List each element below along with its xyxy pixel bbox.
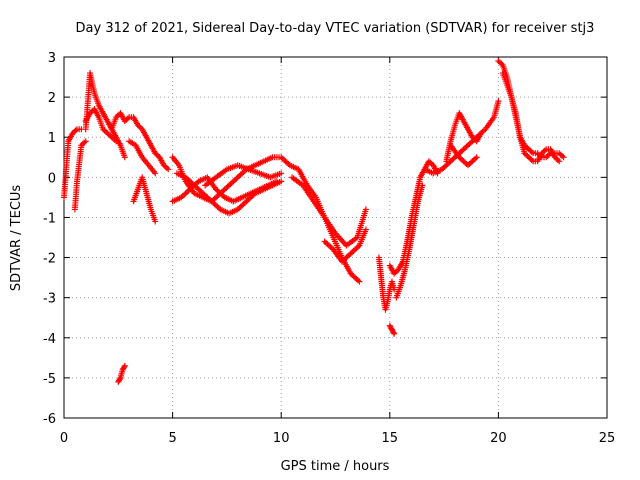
data-point bbox=[116, 376, 123, 383]
y-tick-label: -2 bbox=[43, 252, 56, 267]
x-axis-label: GPS time / hours bbox=[281, 459, 390, 474]
y-tick-label: 3 bbox=[48, 51, 56, 66]
y-tick-label: -6 bbox=[43, 412, 56, 427]
x-tick-label: 20 bbox=[490, 431, 507, 446]
x-tick-label: 0 bbox=[60, 431, 68, 446]
y-tick-label: 1 bbox=[48, 131, 56, 146]
data-point bbox=[121, 154, 128, 161]
data-point bbox=[391, 286, 398, 293]
y-tick-label: -1 bbox=[43, 211, 56, 226]
y-tick-label: -5 bbox=[43, 372, 56, 387]
x-tick-label: 10 bbox=[273, 431, 290, 446]
x-tick-label: 5 bbox=[168, 431, 176, 446]
data-point bbox=[495, 98, 502, 105]
axis-ticks: 0 5 10 15 20 25 -6 -5 -4 -3 -2 -1 0 1 2 3 bbox=[43, 51, 615, 446]
data-point bbox=[556, 158, 563, 165]
y-tick-label: -3 bbox=[43, 292, 56, 307]
data-point bbox=[278, 170, 285, 177]
y-tick-label: 0 bbox=[48, 171, 56, 186]
x-tick-label: 15 bbox=[382, 431, 399, 446]
data-point bbox=[121, 364, 128, 371]
data-point bbox=[362, 226, 369, 233]
data-point bbox=[473, 154, 480, 161]
data-point bbox=[362, 206, 369, 213]
data-point bbox=[356, 278, 363, 285]
chart-title: Day 312 of 2021, Sidereal Day-to-day VTE… bbox=[76, 21, 595, 36]
data-point bbox=[391, 330, 398, 337]
data-point bbox=[390, 329, 397, 336]
data-point bbox=[560, 154, 567, 161]
data-point bbox=[419, 182, 426, 189]
data-point bbox=[152, 218, 159, 225]
data-point bbox=[113, 138, 120, 145]
plot-frame bbox=[63, 56, 608, 419]
x-tick-label: 25 bbox=[599, 431, 616, 446]
data-point bbox=[152, 170, 159, 177]
y-axis-label: SDTVAR / TECUs bbox=[9, 185, 24, 292]
data-point bbox=[82, 138, 89, 145]
data-point bbox=[165, 166, 172, 173]
data-point bbox=[478, 130, 485, 137]
data-point bbox=[121, 362, 128, 369]
y-tick-label: 2 bbox=[48, 91, 56, 106]
y-tick-label: -4 bbox=[43, 332, 56, 347]
grid bbox=[64, 57, 607, 418]
data-point bbox=[278, 178, 285, 185]
data-points bbox=[61, 58, 567, 385]
